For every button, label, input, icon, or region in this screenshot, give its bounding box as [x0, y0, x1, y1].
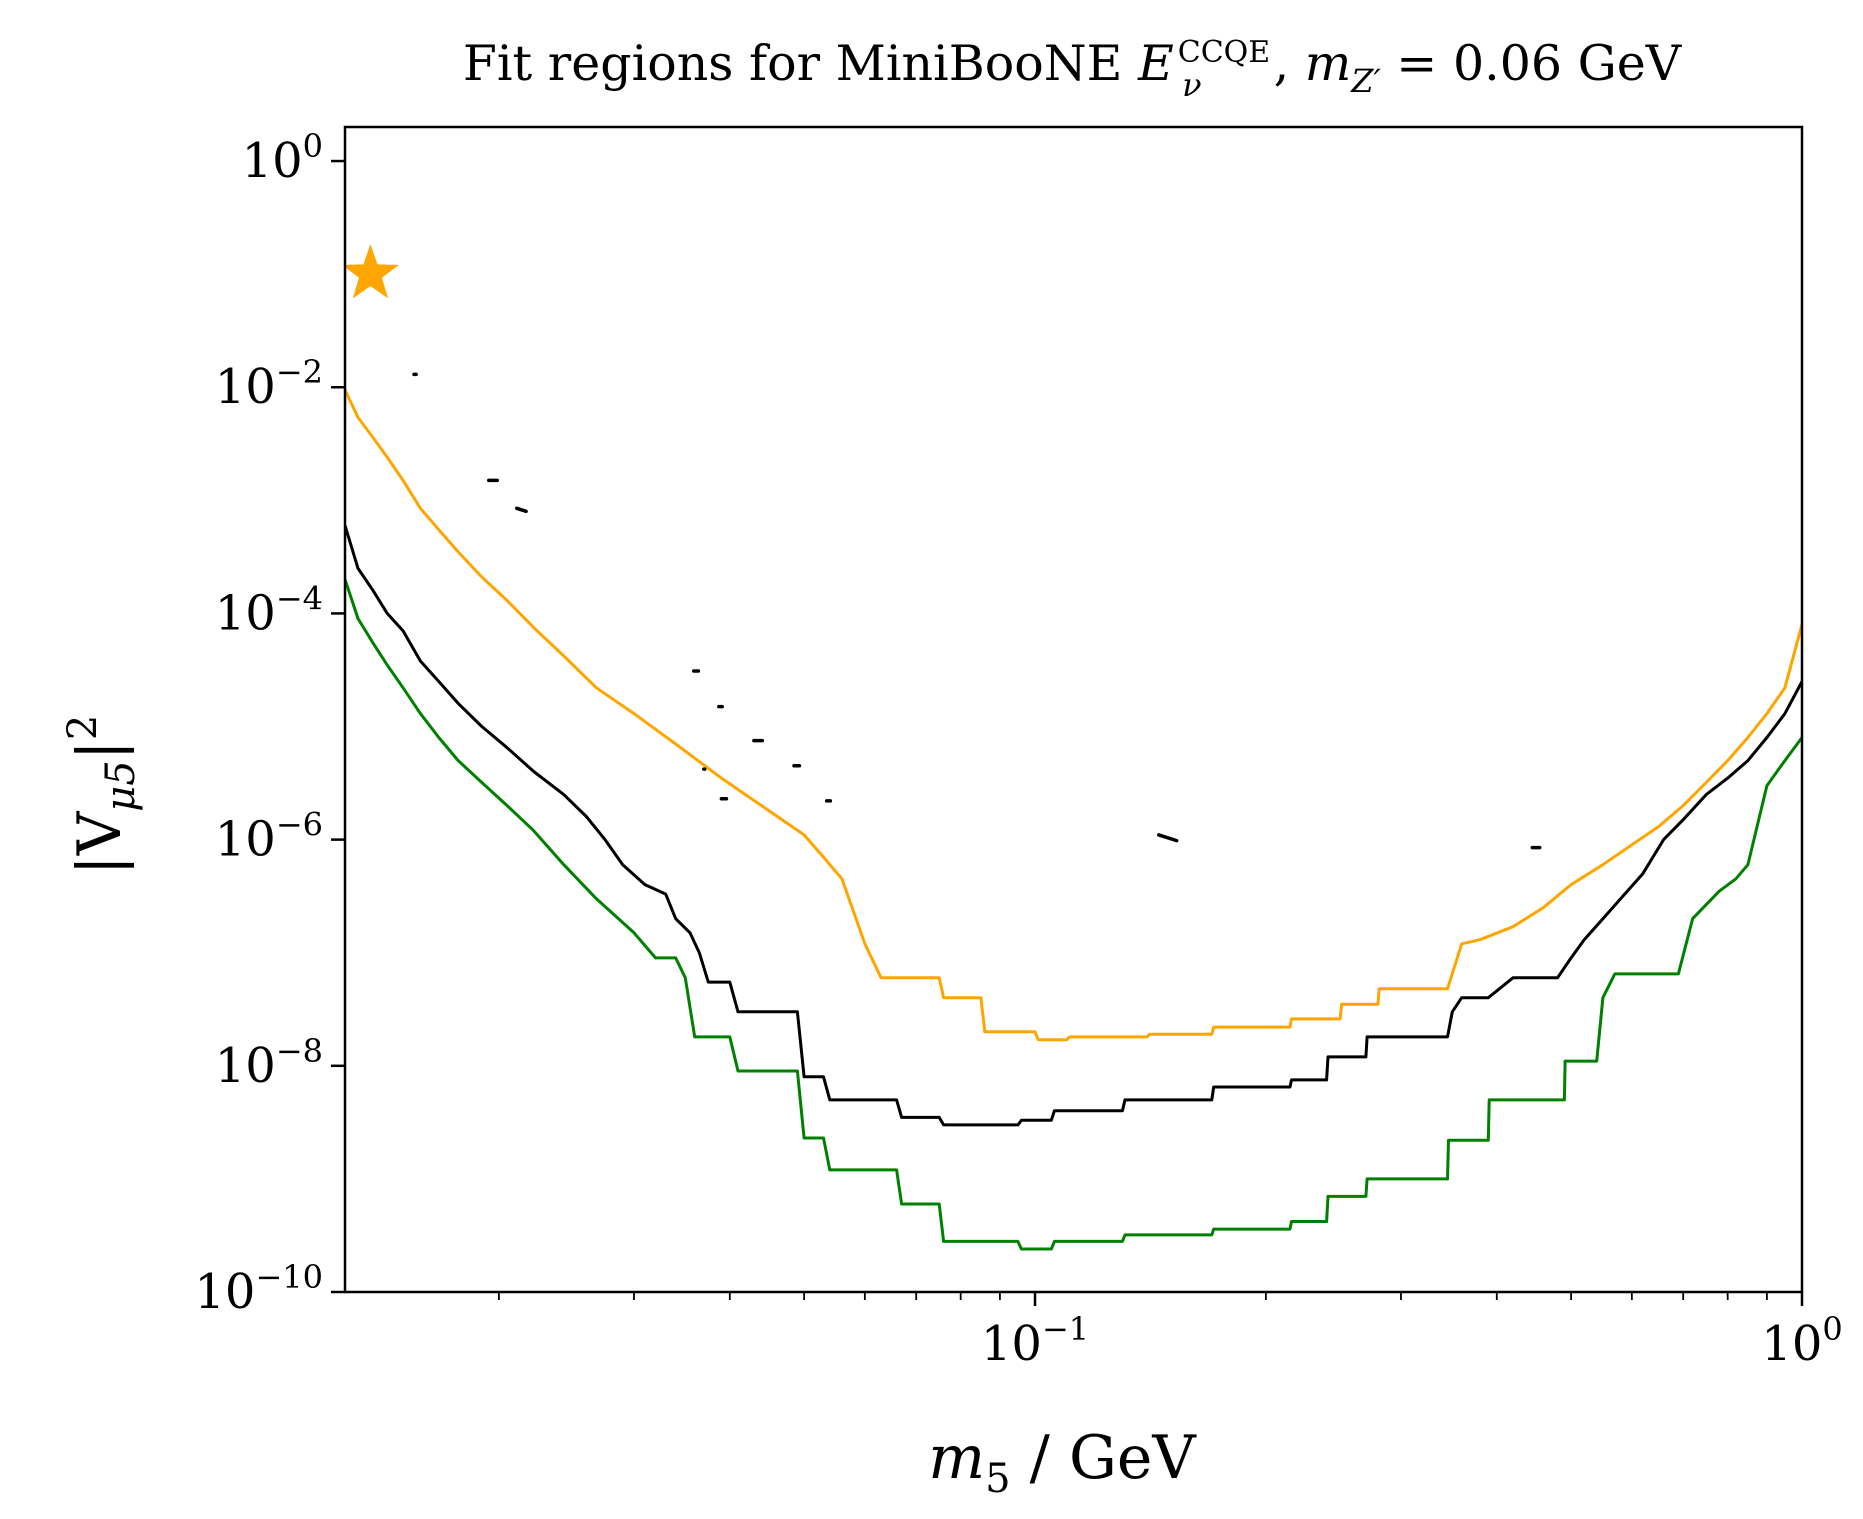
y-tick-label-base: 10 — [194, 1264, 255, 1320]
x-axis-label-symbol: m — [928, 1423, 985, 1493]
y-tick-label-base: 10 — [242, 133, 303, 189]
y-axis-label-sup: 2 — [60, 715, 106, 740]
title-e-sup: CCQE — [1178, 35, 1270, 70]
x-tick-label-base: 10 — [981, 1316, 1042, 1372]
title-e-symbol: E — [1137, 35, 1174, 92]
y-tick-label-6: 100 — [242, 127, 323, 189]
plot-area — [345, 244, 1802, 1251]
contour-layer — [412, 372, 1542, 850]
y-axis-label-bar: | — [65, 740, 135, 760]
axes-frame — [343, 125, 1804, 1294]
y-tick-label-exp: −2 — [276, 353, 323, 391]
x-tick-label-base: 10 — [1761, 1316, 1822, 1372]
y-tick-label-exp: 0 — [303, 127, 323, 165]
y-tick-label-base: 10 — [215, 1038, 276, 1094]
contour-island-3 — [514, 506, 528, 514]
title-separator: , — [1274, 35, 1305, 92]
y-tick-label-exp: −4 — [276, 579, 323, 617]
x-tick-label-1: 10−1 — [981, 1310, 1089, 1372]
y-tick-label-3: 10−6 — [215, 806, 323, 868]
series-line-2 — [345, 524, 1802, 1127]
y-tick-label-5: 10−2 — [215, 353, 323, 415]
x-axis-label-sub: 5 — [985, 1456, 1010, 1502]
y-axis-label-symbol: |V — [65, 810, 135, 875]
y-tick-label-exp: −8 — [276, 1032, 323, 1070]
star-marker-1 — [345, 244, 399, 299]
series-line-1 — [345, 389, 1802, 1042]
marker-layer — [345, 244, 399, 299]
y-tick-label-base: 10 — [215, 359, 276, 415]
y-tick-label-exp: −6 — [276, 806, 323, 844]
x-tick-label-exp: 0 — [1822, 1310, 1842, 1348]
x-axis-label-unit: / GeV — [1011, 1423, 1198, 1493]
title-prefix: Fit regions for MiniBooNE — [463, 35, 1138, 92]
title-m-symbol: m — [1305, 35, 1351, 92]
title-suffix: = 0.06 GeV — [1381, 35, 1683, 92]
y-tick-label-4: 10−4 — [215, 579, 323, 641]
title-e-sub: ν — [1182, 66, 1201, 104]
y-axis-label-sub: μ5 — [98, 760, 144, 811]
y-tick-label-2: 10−8 — [215, 1032, 323, 1094]
contour-island-11 — [1157, 833, 1179, 843]
y-tick-label-exp: −10 — [255, 1258, 323, 1296]
series-line-3 — [345, 578, 1802, 1251]
title-m-sub: Z′ — [1350, 62, 1381, 100]
y-axis-label: |Vμ5|2 — [60, 715, 144, 876]
series-layer — [345, 389, 1802, 1251]
y-tick-label-base: 10 — [215, 585, 276, 641]
x-tick-label-exp: −1 — [1042, 1310, 1089, 1348]
x-axis-label: m5 / GeV — [928, 1423, 1197, 1502]
chart-title: Fit regions for MiniBooNE E CCQE ν, mZ′ = … — [463, 35, 1683, 104]
y-tick-label-base: 10 — [215, 812, 276, 868]
x-tick-label-2: 100 — [1761, 1310, 1842, 1372]
y-tick-label-1: 10−10 — [194, 1258, 323, 1320]
